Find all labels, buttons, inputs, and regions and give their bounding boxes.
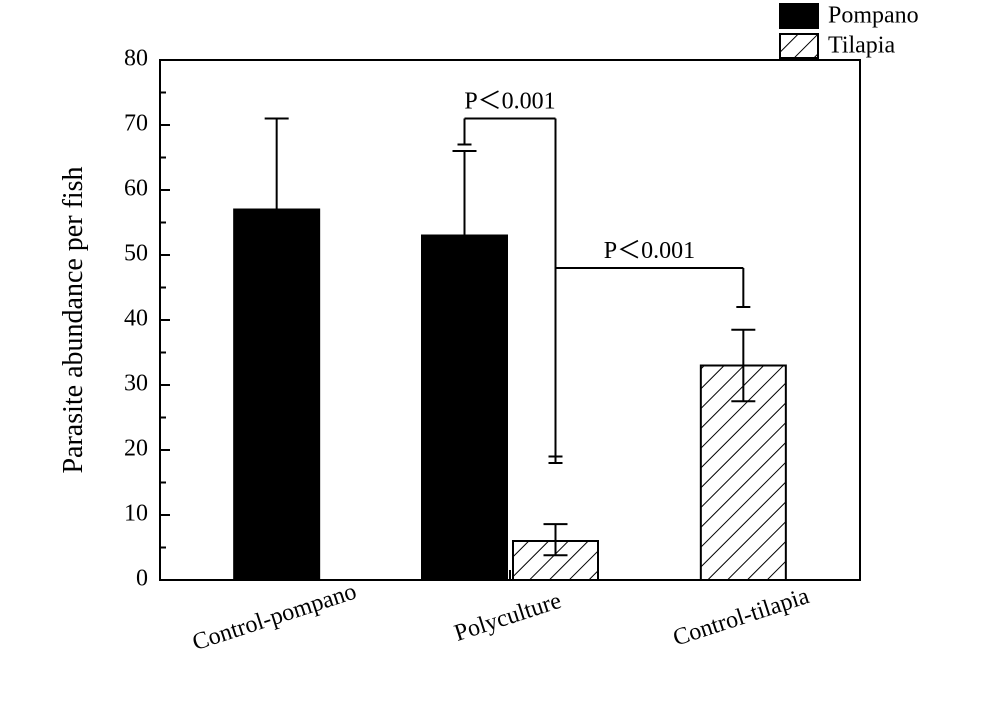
y-tick-label: 70 <box>124 111 148 137</box>
sig-label-1: P＜0.001 <box>604 238 695 264</box>
x-tick-label: Control-pompano <box>189 579 359 656</box>
legend-label-tilapia: Tilapia <box>828 33 895 59</box>
legend: Pompano Tilapia <box>780 3 919 59</box>
y-tick-label: 20 <box>124 436 148 462</box>
x-axis: Control-pompano Polyculture Control-tilapi… <box>189 570 812 656</box>
chart-root: 0 10 20 30 40 50 60 70 80 Parasite abundance per … <box>0 0 1000 704</box>
y-tick-label: 50 <box>124 241 148 267</box>
y-tick-label: 40 <box>124 306 148 332</box>
legend-swatch-tilapia <box>780 34 818 58</box>
y-tick-label: 60 <box>124 176 148 202</box>
bars <box>234 119 786 581</box>
sig-label-0: P＜0.001 <box>464 89 555 115</box>
y-tick-label: 80 <box>124 46 148 72</box>
y-tick-label: 0 <box>136 566 148 592</box>
x-tick-label: Polyculture <box>451 588 564 647</box>
y-tick-label: 10 <box>124 501 148 527</box>
y-axis-label: Parasite abundance per fish <box>58 166 89 473</box>
legend-label-pompano: Pompano <box>828 3 919 29</box>
bar-control_pompano-pompano <box>234 210 319 581</box>
x-tick-label: Control-tilapia <box>670 583 813 652</box>
bar-polyculture-pompano <box>422 236 507 581</box>
y-axis: 0 10 20 30 40 50 60 70 80 <box>124 46 170 592</box>
legend-swatch-pompano <box>780 4 818 28</box>
y-tick-label: 30 <box>124 371 148 397</box>
chart-svg: 0 10 20 30 40 50 60 70 80 Parasite abundance per … <box>0 0 1000 704</box>
